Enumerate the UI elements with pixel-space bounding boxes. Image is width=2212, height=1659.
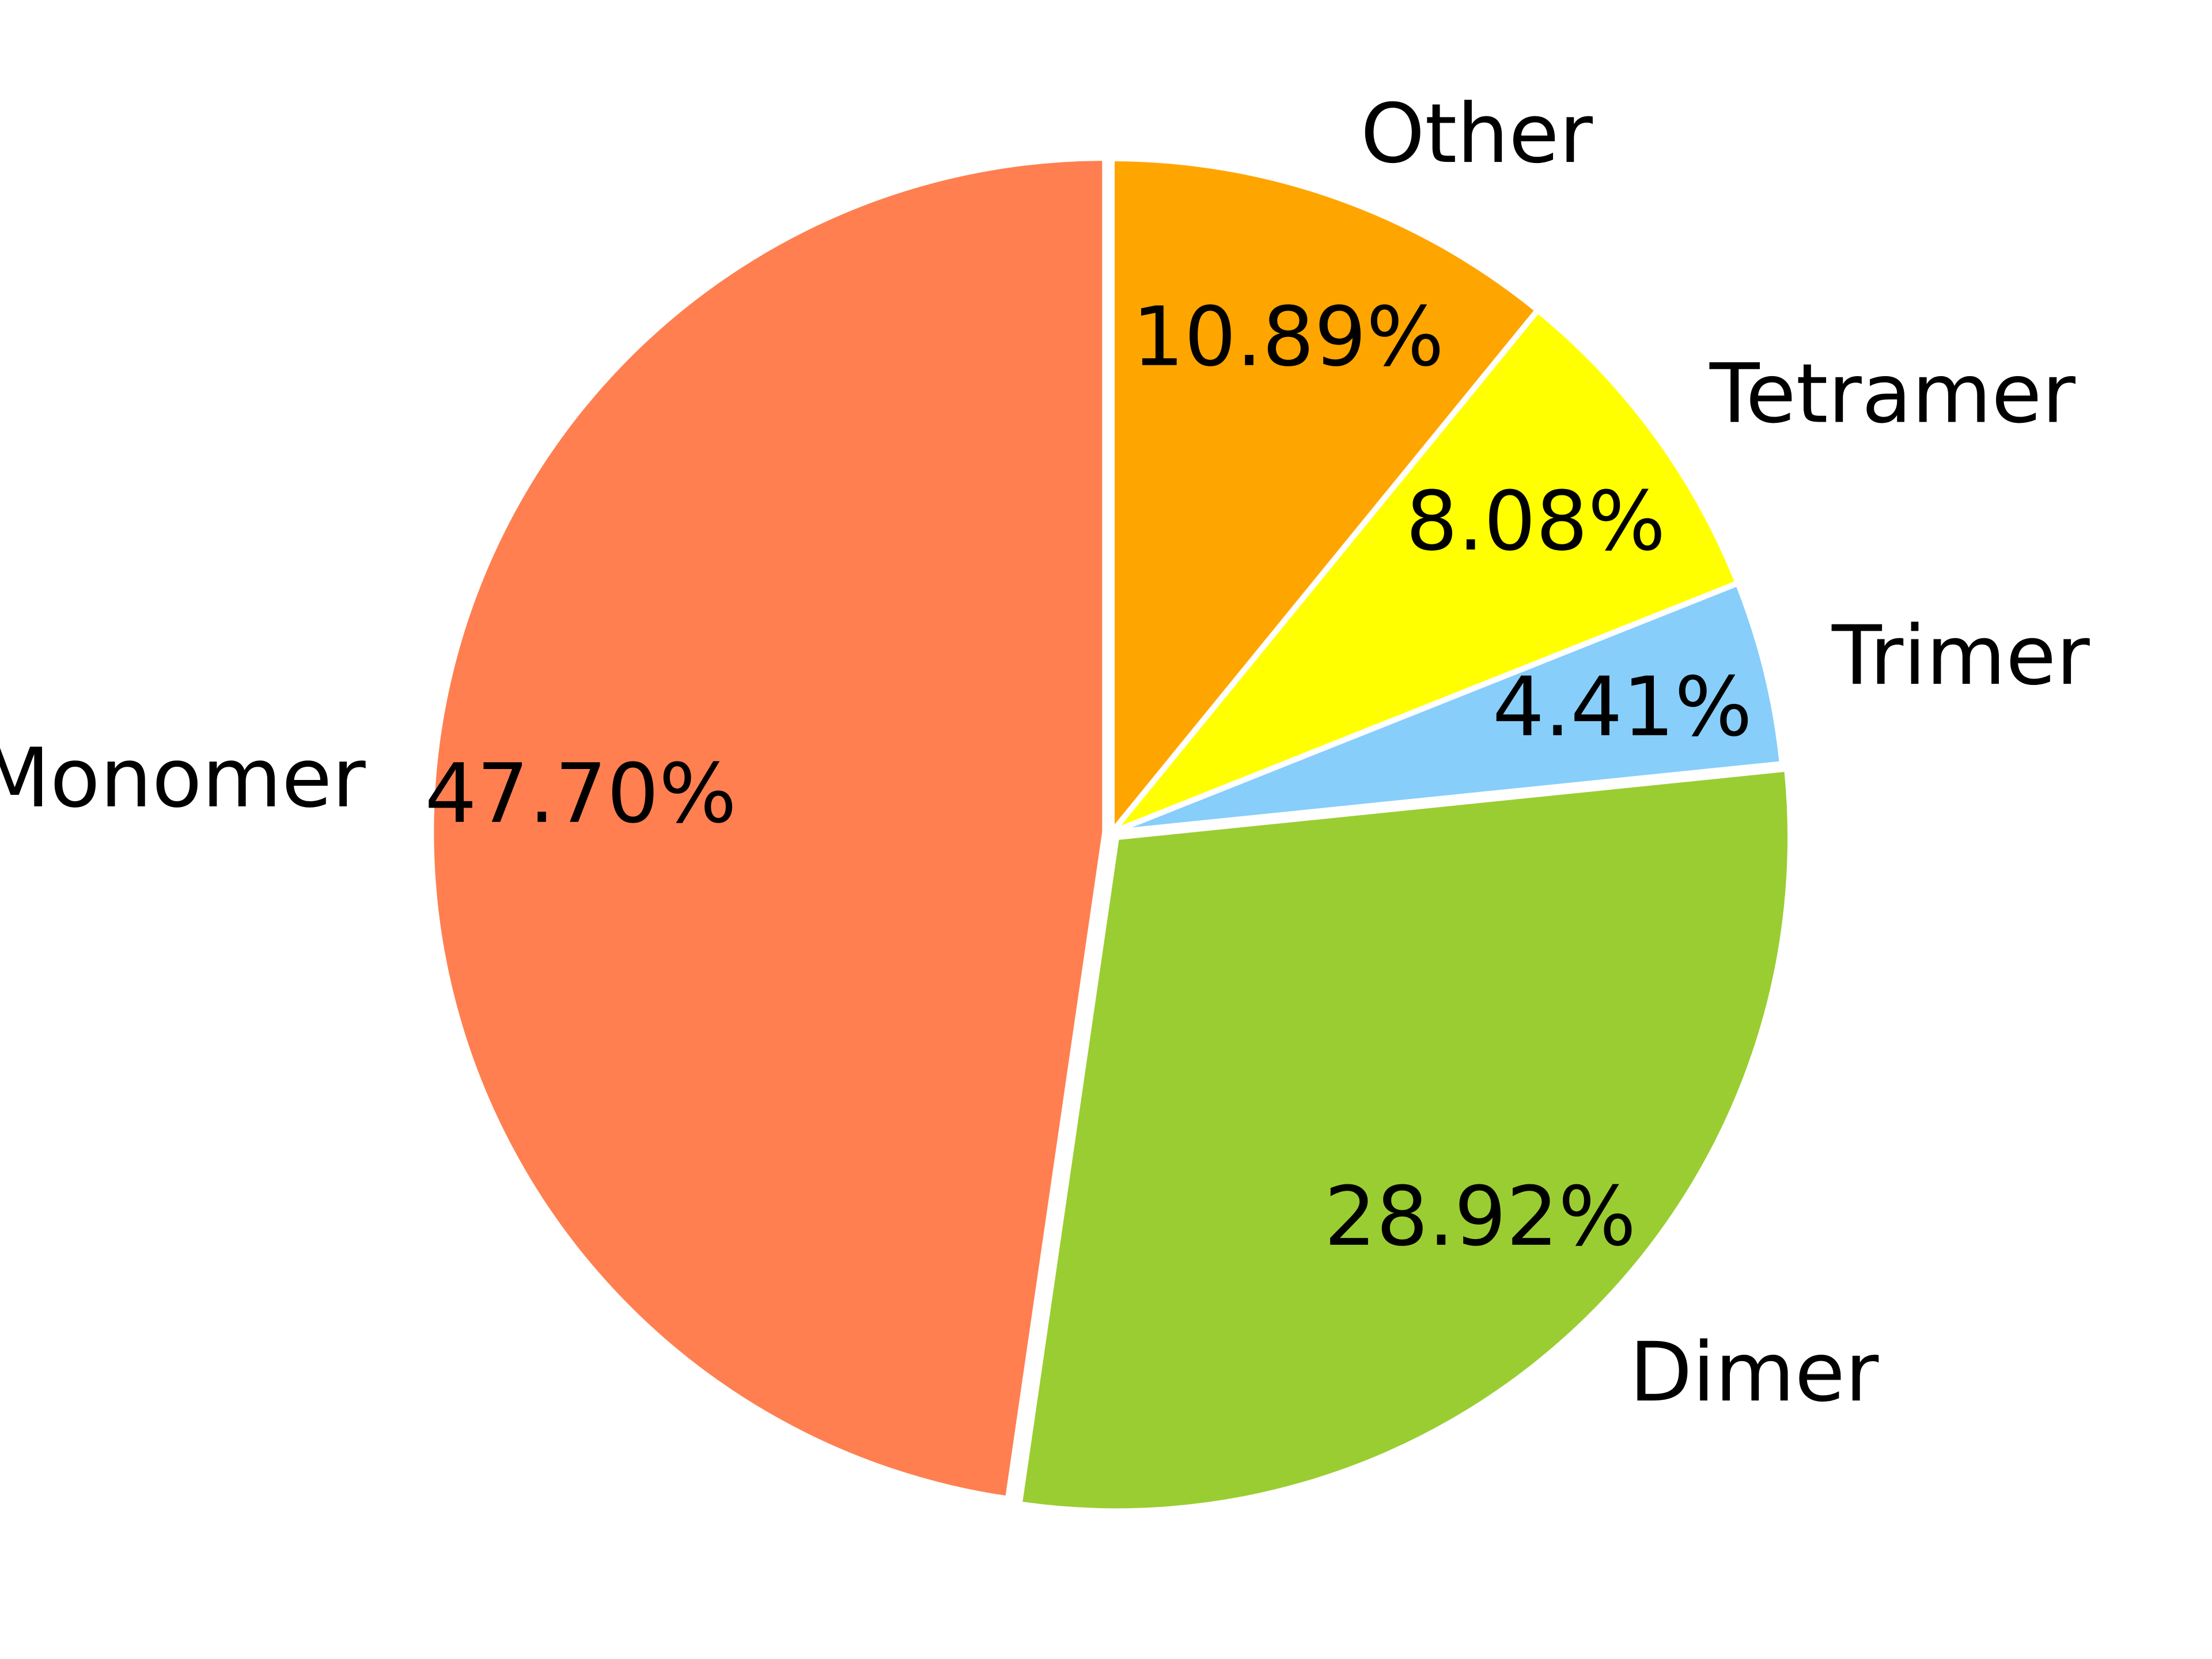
pie-label-other: Other	[1361, 86, 1593, 181]
pie-slices	[428, 155, 1794, 1514]
pie-label-monomer: Monomer	[0, 731, 366, 826]
pie-label-dimer: Dimer	[1629, 1325, 1878, 1420]
pie-pct-label-trimer: 4.41%	[1493, 660, 1752, 755]
pie-pct-label-dimer: 28.92%	[1324, 1169, 1636, 1264]
pie-label-trimer: Trimer	[1831, 608, 2090, 703]
pie-slice-dimer	[1016, 766, 1794, 1514]
pie-pct-label-tetramer: 8.08%	[1406, 474, 1665, 569]
pie-slice-trimer	[1111, 579, 1786, 835]
pie-pct-label-monomer: 47.70%	[425, 747, 736, 842]
pie-label-tetramer: Tetramer	[1709, 346, 2076, 441]
pie-pct-label-other: 10.89%	[1132, 290, 1444, 385]
pie-slice-monomer	[428, 155, 1108, 1502]
pie-slice-tetramer	[1102, 306, 1742, 839]
pie-labels: Monomer 47.70% Dimer 28.92% Trimer 4.41% Tetra…	[0, 86, 2090, 1420]
pie-slice-other	[1109, 155, 1542, 841]
